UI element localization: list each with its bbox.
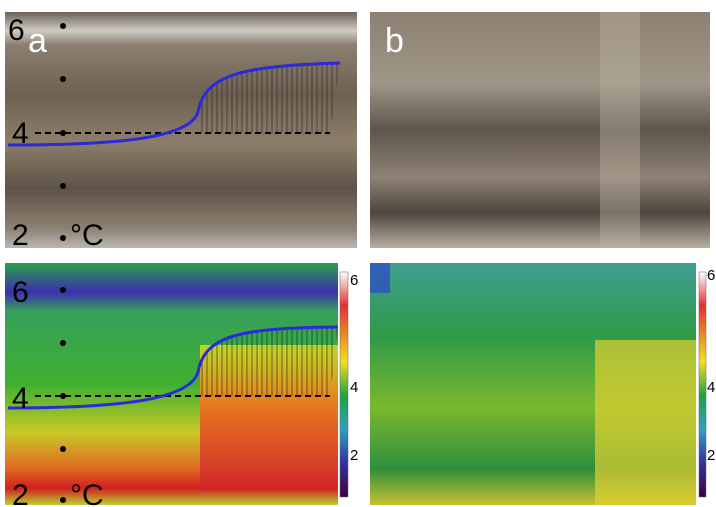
axis-label: 4 bbox=[12, 382, 29, 415]
colorbar-label: 2 bbox=[707, 447, 715, 464]
unit-label: °C bbox=[70, 219, 104, 252]
colorbar bbox=[699, 272, 706, 497]
colorbar-label: 4 bbox=[350, 379, 358, 396]
figure: 6 a 4 2 °C b 6 4 2 °C 6 4 2 6 4 2 bbox=[0, 0, 716, 507]
photo-b bbox=[370, 12, 710, 248]
colorbar-label: 6 bbox=[707, 267, 715, 284]
colorbar-label: 4 bbox=[707, 379, 715, 396]
thermal-cold bbox=[370, 263, 390, 293]
axis-label: 4 bbox=[12, 117, 29, 150]
axis-label: 2 bbox=[12, 479, 29, 507]
colorbar bbox=[340, 272, 348, 497]
unit-label: °C bbox=[70, 479, 104, 507]
colorbar-label: 2 bbox=[350, 447, 358, 464]
panel-label: b bbox=[385, 22, 404, 60]
axis-label: 2 bbox=[12, 219, 29, 252]
panel-label: a bbox=[28, 22, 47, 60]
axis-label: 6 bbox=[12, 276, 29, 309]
thermal-warm bbox=[595, 340, 696, 505]
photo-detail bbox=[600, 12, 640, 248]
colorbar-label: 6 bbox=[350, 272, 358, 289]
axis-label: 6 bbox=[8, 14, 25, 47]
